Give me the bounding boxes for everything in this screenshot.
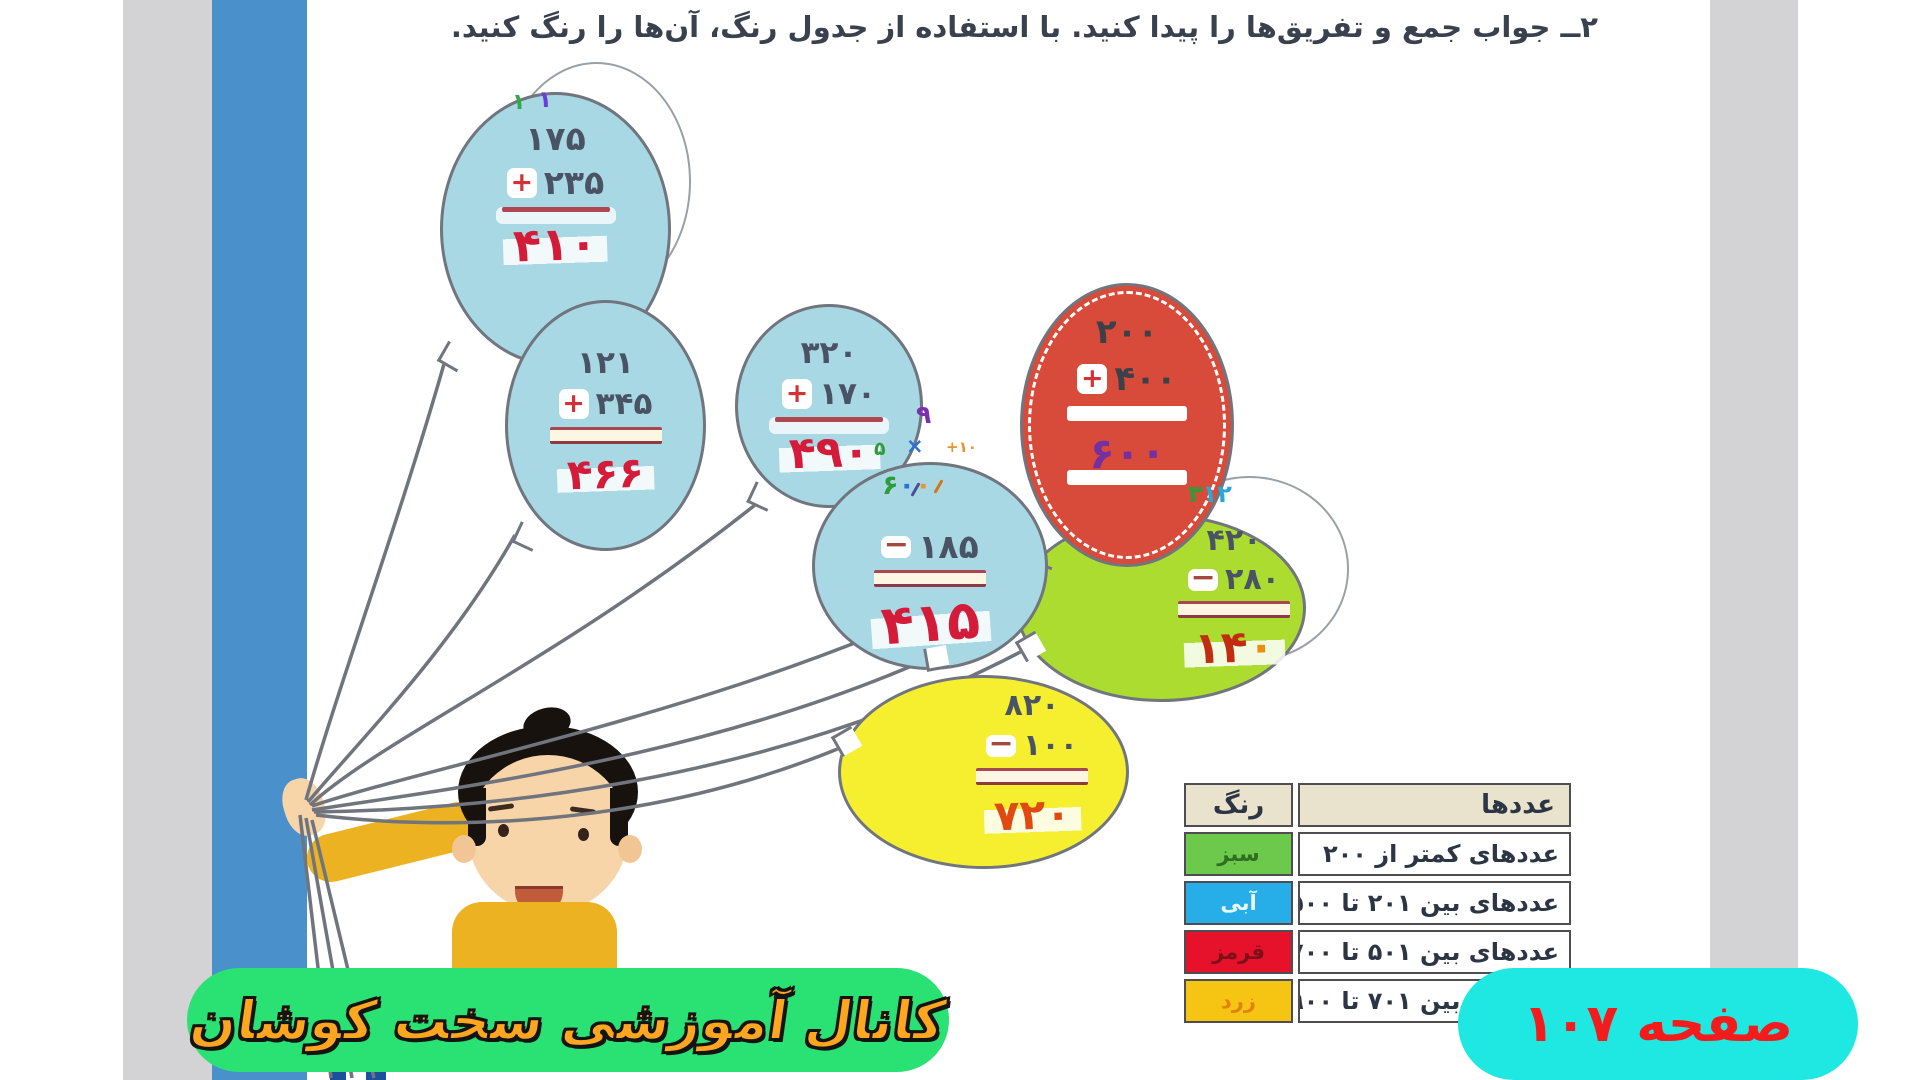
- left-gray-strip: [123, 0, 212, 1080]
- operand-1: ۳۲۰: [800, 335, 858, 371]
- operand-2: ۴۰۰: [1114, 359, 1177, 399]
- table-header-color: رنگ: [1184, 783, 1293, 827]
- carry-mark: ۱: [512, 90, 526, 115]
- table-header-numbers: عددها: [1298, 783, 1571, 827]
- operand-1: ۱۲۱: [577, 345, 634, 381]
- handwritten-answer: ۴۱۰: [502, 215, 609, 273]
- left-blue-bar: [212, 0, 307, 1080]
- page-number-text: صفحه ۱۰۷: [1522, 994, 1793, 1054]
- math-problem: ۸۲۰ −۱۰۰ ۷۲۰: [953, 678, 1111, 866]
- minus-sign-icon: −: [986, 728, 1017, 758]
- operand-2: ۱۷۰: [819, 376, 876, 412]
- balloon-add-121-345: ۱۲۱ +۳۴۵ ۴۶۶: [505, 300, 706, 552]
- math-problem: ۳۲۰ +۱۷۰ ۴۹۰: [738, 307, 920, 505]
- channel-name: کانال آموزشی سخت کوشان: [186, 988, 951, 1053]
- handwritten-answer: ۴۶۶: [556, 447, 655, 500]
- dashed-border: [1028, 291, 1226, 559]
- balloon-add-200-400: ۲۰۰ +۴۰۰ ۶۰۰: [1020, 283, 1234, 571]
- operand-2: ۱۸۵: [918, 527, 979, 566]
- answer-line: [976, 768, 1088, 785]
- operand-2: ۱۰۰: [1023, 728, 1078, 763]
- math-problem: ۱۲۱ +۳۴۵ ۴۶۶: [508, 303, 703, 548]
- answer-line: [775, 417, 883, 422]
- boy-eye: [498, 824, 509, 837]
- math-problem: −۱۸۵ ۴۱۵: [815, 465, 1045, 667]
- operand-1: ۸۲۰: [1004, 688, 1060, 723]
- right-gray-strip: [1710, 0, 1798, 1080]
- handwritten-minuend: ۶۰۰: [882, 470, 932, 501]
- plus-sign-icon: +: [558, 389, 589, 419]
- minus-sign-icon: −: [1188, 562, 1219, 592]
- handwritten-answer: ۴۱۵: [868, 586, 992, 659]
- balloon-sub-820-100: ۸۲۰ −۱۰۰ ۷۲۰: [830, 675, 1129, 869]
- borrow-mark: ۹: [916, 400, 932, 429]
- handwritten-answer: ۷۲۰: [982, 788, 1082, 841]
- operand-1: ۴۲۰: [1206, 523, 1262, 558]
- math-problem: ۲۰۰ +۴۰۰ ۶۰۰: [1023, 286, 1231, 564]
- operand-1: ۱۷۵: [525, 119, 586, 158]
- borrow-mark: +۱۰: [946, 438, 977, 456]
- boy-sideburn: [610, 788, 628, 846]
- math-problem: ۴۲۰ −۲۸۰ ۱۴۰: [1169, 517, 1299, 699]
- range-cell: عددهای کمتر از ۲۰۰: [1298, 832, 1571, 876]
- borrow-mark: ×: [906, 434, 924, 458]
- balloon-sub-420-280: ۴۲۰ −۲۸۰ ۱۴۰: [1014, 514, 1306, 702]
- answer-line: [501, 207, 610, 212]
- handwritten-answer: ۱۴۰: [1182, 620, 1286, 675]
- color-swatch-green: سبز: [1184, 832, 1293, 876]
- boy-eye: [578, 828, 589, 841]
- operand-2: ۲۸۰: [1225, 562, 1280, 597]
- operand-1: ۲۰۰: [1095, 312, 1159, 352]
- boy-ear: [452, 835, 476, 863]
- channel-banner: کانال آموزشی سخت کوشان: [186, 968, 951, 1072]
- borrow-mark: ۵: [874, 438, 886, 460]
- carry-mark: ۱: [538, 87, 553, 113]
- color-swatch-red: قرمز: [1184, 930, 1293, 974]
- boy-ear: [618, 835, 642, 863]
- answer-line: [1067, 406, 1187, 421]
- answer-line: [549, 427, 662, 444]
- page-number-badge: صفحه ۱۰۷: [1458, 968, 1858, 1080]
- range-cell: عددهای بین ۵۰۱ تا ۷۰۰: [1298, 930, 1571, 974]
- handwritten-answer: ۶۰۰: [1087, 426, 1167, 479]
- answer-line: [874, 570, 986, 587]
- math-problem: ۱۷۵ +۲۳۵ ۴۱۰: [443, 95, 668, 363]
- plus-sign-icon: +: [1077, 364, 1108, 394]
- color-swatch-yellow: زرد: [1184, 979, 1293, 1023]
- borrow-mark: ۳۱۲: [1188, 480, 1232, 508]
- balloon-sub-600-185: −۱۸۵ ۴۱۵: [812, 462, 1048, 672]
- instruction-text: ۲ــ جواب جمع و تفریق‌ها را پیدا کنید. با…: [450, 10, 1598, 44]
- answer-line: [1067, 470, 1187, 485]
- operand-2: ۲۳۵: [543, 163, 605, 202]
- minus-sign-icon: −: [881, 529, 912, 559]
- plus-sign-icon: +: [506, 167, 537, 198]
- answer-line: [1178, 601, 1290, 618]
- color-legend-table: عددها رنگ عددهای کمتر از ۲۰۰ سبز عددهای …: [1181, 783, 1571, 1023]
- plus-sign-icon: +: [782, 379, 813, 409]
- color-swatch-blue: آبی: [1184, 881, 1293, 925]
- range-cell: عددهای بین ۲۰۱ تا ۵۰۰: [1298, 881, 1571, 925]
- operand-2: ۳۴۵: [595, 386, 653, 422]
